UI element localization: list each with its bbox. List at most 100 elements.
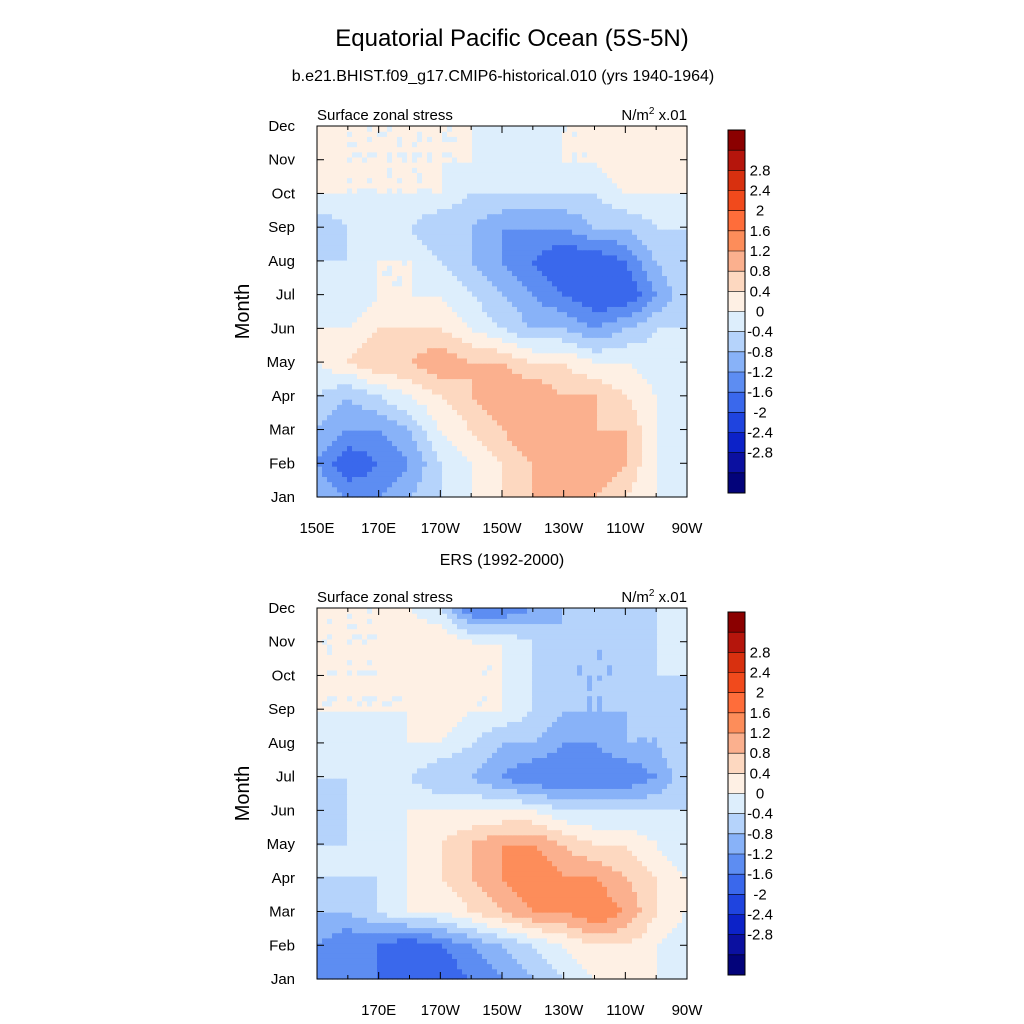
- field-cell: [422, 223, 428, 230]
- field-cell: [482, 254, 488, 261]
- field-cell: [632, 177, 638, 184]
- field-cell: [437, 187, 443, 194]
- field-cell: [677, 270, 683, 277]
- field-cell: [362, 435, 368, 441]
- field-cell: [442, 486, 448, 493]
- field-cell: [552, 393, 558, 400]
- field-cell: [347, 476, 353, 483]
- field-cell: [422, 435, 428, 441]
- field-cell: [632, 414, 638, 421]
- field-cell: [337, 192, 343, 199]
- field-cell: [347, 409, 353, 416]
- field-cell: [372, 182, 378, 189]
- field-cell: [362, 229, 368, 235]
- field-cell: [667, 296, 673, 302]
- field-cell: [452, 357, 458, 364]
- field-cell: [547, 347, 553, 354]
- field-cell: [417, 167, 423, 173]
- field-cell: [382, 239, 388, 246]
- field-cell: [527, 419, 533, 426]
- field-cell: [437, 326, 443, 333]
- field-cell: [542, 182, 548, 189]
- field-cell: [472, 254, 478, 261]
- field-cell: [337, 162, 343, 168]
- field-cell: [497, 476, 503, 483]
- field-cell: [477, 326, 483, 333]
- field-cell: [557, 337, 563, 344]
- field-cell: [552, 275, 558, 282]
- field-cell: [367, 146, 373, 153]
- field-cell: [492, 203, 498, 210]
- field-cell: [577, 316, 583, 323]
- field-cell: [447, 368, 453, 374]
- field-cell: [377, 162, 383, 168]
- field-cell: [422, 213, 428, 220]
- field-cell: [437, 373, 443, 380]
- field-cell: [647, 440, 653, 447]
- field-cell: [437, 203, 443, 210]
- field-cell: [632, 455, 638, 462]
- field-cell: [407, 151, 413, 158]
- field-cell: [437, 455, 443, 462]
- field-cell: [352, 239, 358, 246]
- field-cell: [497, 455, 503, 462]
- field-cell: [377, 414, 383, 421]
- field-cell: [402, 311, 408, 318]
- field-cell: [517, 301, 523, 307]
- field-cell: [487, 311, 493, 318]
- field-cell: [337, 182, 343, 189]
- field-cell: [462, 280, 468, 287]
- field-cell: [322, 146, 328, 153]
- field-cell: [352, 208, 358, 215]
- field-cell: [377, 347, 383, 354]
- field-cell: [462, 187, 468, 194]
- field-cell: [542, 177, 548, 184]
- field-cell: [572, 337, 578, 344]
- field-cell: [337, 383, 343, 390]
- field-cell: [397, 156, 403, 163]
- field-cell: [447, 187, 453, 194]
- field-cell: [617, 368, 623, 374]
- field-cell: [387, 486, 393, 493]
- field-cell: [542, 357, 548, 364]
- field-cell: [542, 296, 548, 302]
- field-cell: [602, 198, 608, 204]
- field-cell: [527, 234, 533, 240]
- field-cell: [407, 460, 413, 467]
- field-cell: [677, 491, 683, 498]
- field-cell: [667, 352, 673, 359]
- field-cell: [532, 419, 538, 426]
- field-cell: [462, 363, 468, 369]
- field-cell: [457, 357, 463, 364]
- field-cell: [322, 223, 328, 230]
- field-cell: [462, 208, 468, 215]
- field-cell: [407, 476, 413, 483]
- field-cell: [617, 430, 623, 436]
- field-cell: [497, 259, 503, 266]
- field-cell: [472, 373, 478, 380]
- field-cell: [452, 476, 458, 483]
- field-cell: [447, 172, 453, 179]
- field-cell: [632, 172, 638, 179]
- field-cell: [507, 321, 513, 328]
- field-cell: [327, 450, 333, 457]
- field-cell: [402, 393, 408, 400]
- field-cell: [597, 285, 603, 292]
- field-cell: [657, 347, 663, 354]
- field-cell: [512, 172, 518, 179]
- field-cell: [507, 352, 513, 359]
- field-cell: [507, 460, 513, 467]
- field-cell: [392, 378, 398, 385]
- field-cell: [407, 223, 413, 230]
- field-cell: [487, 275, 493, 282]
- field-cell: [477, 321, 483, 328]
- field-cell: [677, 378, 683, 385]
- field-cell: [447, 399, 453, 405]
- field-cell: [582, 471, 588, 477]
- field-cell: [357, 414, 363, 421]
- field-cell: [652, 399, 658, 405]
- field-cell: [587, 352, 593, 359]
- field-cell: [407, 316, 413, 323]
- field-cell: [667, 239, 673, 246]
- field-cell: [392, 321, 398, 328]
